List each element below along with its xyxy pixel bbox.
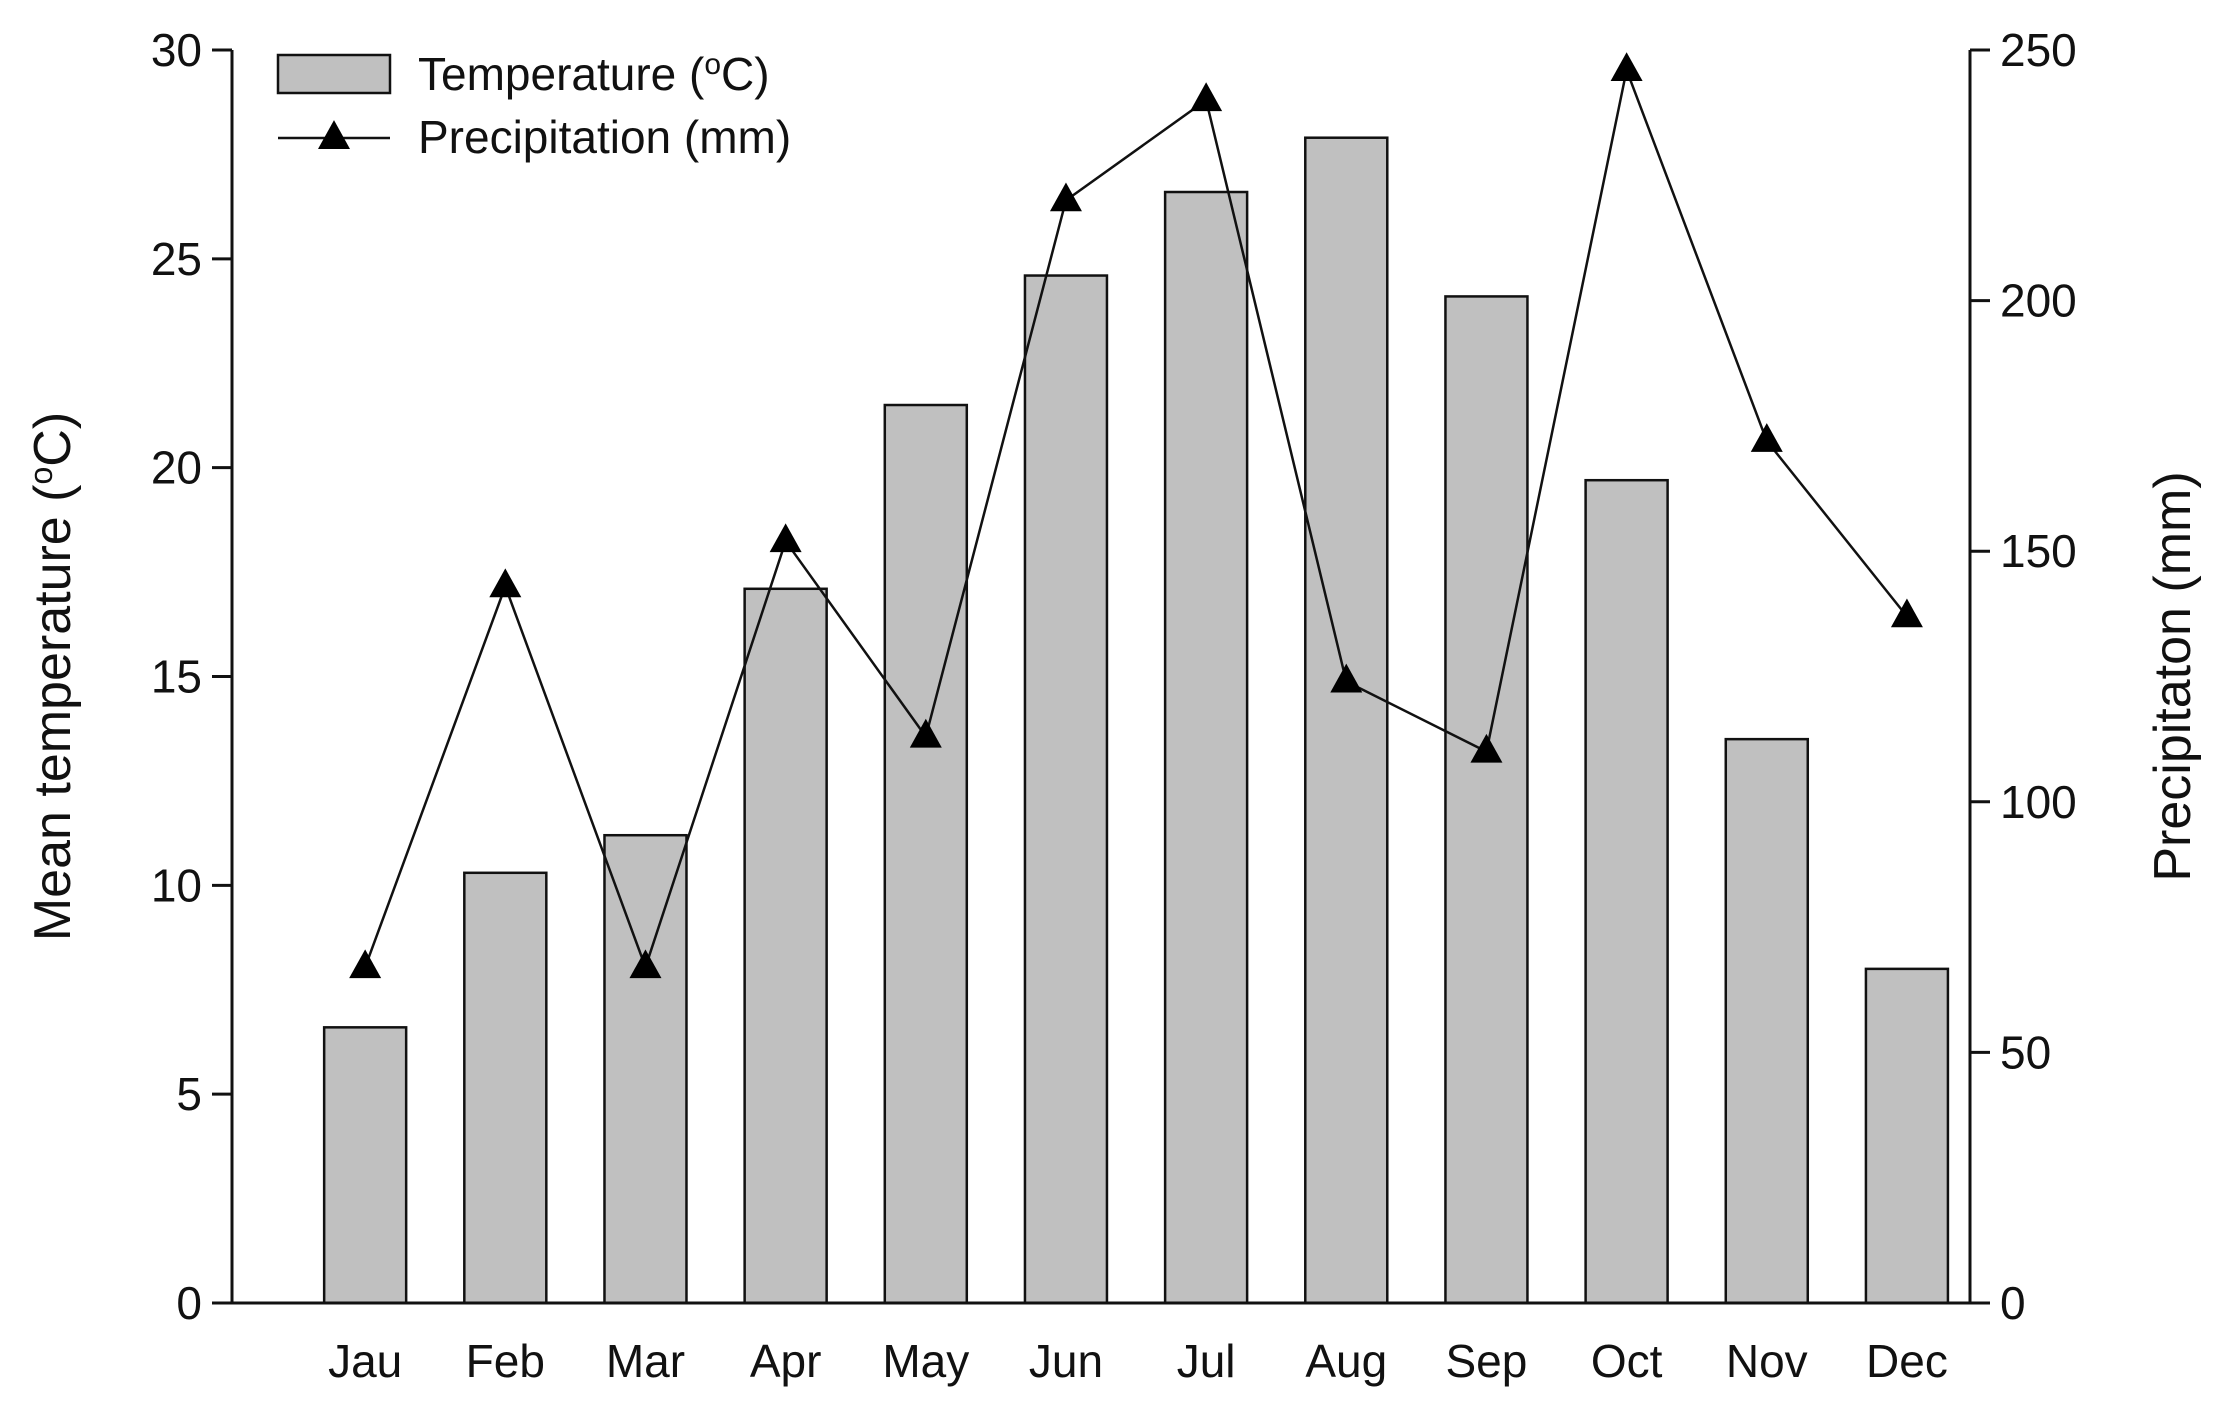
left-tick-label: 15 bbox=[151, 651, 202, 703]
marker-precipitation bbox=[489, 568, 522, 598]
bar-temperature bbox=[1304, 136, 1389, 1305]
right-tick-label: 200 bbox=[2000, 275, 2077, 327]
x-tick-label: Jul bbox=[1177, 1335, 1236, 1387]
x-tick-label: May bbox=[882, 1335, 969, 1387]
left-tick-label: 20 bbox=[151, 442, 202, 494]
x-tick-label: Sep bbox=[1446, 1335, 1528, 1387]
x-tick-label: Feb bbox=[466, 1335, 545, 1387]
right-tick-label: 250 bbox=[2000, 24, 2077, 76]
left-tick-label: 30 bbox=[151, 24, 202, 76]
marker-precipitation bbox=[629, 949, 662, 979]
right-tick-label: 0 bbox=[2000, 1277, 2026, 1329]
right-tick-label: 150 bbox=[2000, 525, 2077, 577]
legend-triangle-icon bbox=[318, 120, 350, 149]
legend-precipitation-label: Precipitation (mm) bbox=[418, 111, 791, 163]
marker-precipitation bbox=[1049, 182, 1082, 212]
x-tick-label: Jun bbox=[1029, 1335, 1103, 1387]
line-precipitation bbox=[363, 65, 1908, 971]
bar-temperature bbox=[322, 1026, 408, 1305]
x-tick-label: Apr bbox=[750, 1335, 822, 1387]
marker-precipitation bbox=[909, 718, 942, 748]
legend-temperature-label: Temperature (oC) bbox=[418, 48, 770, 101]
marker-precipitation bbox=[349, 949, 382, 979]
x-tick-label: Mar bbox=[606, 1335, 685, 1387]
marker-precipitation bbox=[1330, 663, 1363, 693]
marker-precipitation bbox=[1610, 52, 1643, 81]
bar-temperature bbox=[883, 403, 969, 1305]
marker-precipitation bbox=[1190, 82, 1223, 112]
bar-temperature bbox=[463, 871, 548, 1305]
left-tick-label: 10 bbox=[151, 859, 202, 911]
left-tick-label: 5 bbox=[176, 1068, 202, 1120]
bar-temperature bbox=[1864, 967, 1950, 1305]
marker-precipitation bbox=[1750, 423, 1783, 452]
x-tick-label: Jau bbox=[328, 1335, 402, 1387]
bar-temperature bbox=[743, 587, 828, 1305]
marker-precipitation bbox=[1890, 598, 1923, 628]
bar-temperature bbox=[1163, 190, 1249, 1305]
marker-precipitation bbox=[1470, 733, 1503, 763]
legend-bar-swatch bbox=[276, 53, 392, 95]
x-tick-label: Oct bbox=[1591, 1335, 1663, 1387]
right-tick-label: 100 bbox=[2000, 776, 2077, 828]
left-tick-label: 0 bbox=[176, 1277, 202, 1329]
x-tick-label: Aug bbox=[1305, 1335, 1387, 1387]
bar-temperature bbox=[1584, 478, 1669, 1305]
y-left-title: Mean temperature (oC) bbox=[23, 412, 82, 941]
x-tick-label: Dec bbox=[1866, 1335, 1948, 1387]
bar-temperature bbox=[603, 833, 688, 1305]
bar-temperature bbox=[1023, 274, 1109, 1305]
x-tick-label: Nov bbox=[1726, 1335, 1808, 1387]
right-tick-label: 50 bbox=[2000, 1026, 2051, 1078]
bar-temperature bbox=[1724, 737, 1810, 1305]
y-right-title: Precipitaton (mm) bbox=[2144, 471, 2202, 881]
bar-temperature bbox=[1444, 295, 1529, 1305]
marker-precipitation bbox=[769, 523, 802, 553]
left-tick-label: 25 bbox=[151, 233, 202, 285]
plot-area: 0 5 10 15 20 25 30 0 50 100 150 200 250 Jau Feb Mar Apr M… bbox=[23, 24, 2202, 1387]
